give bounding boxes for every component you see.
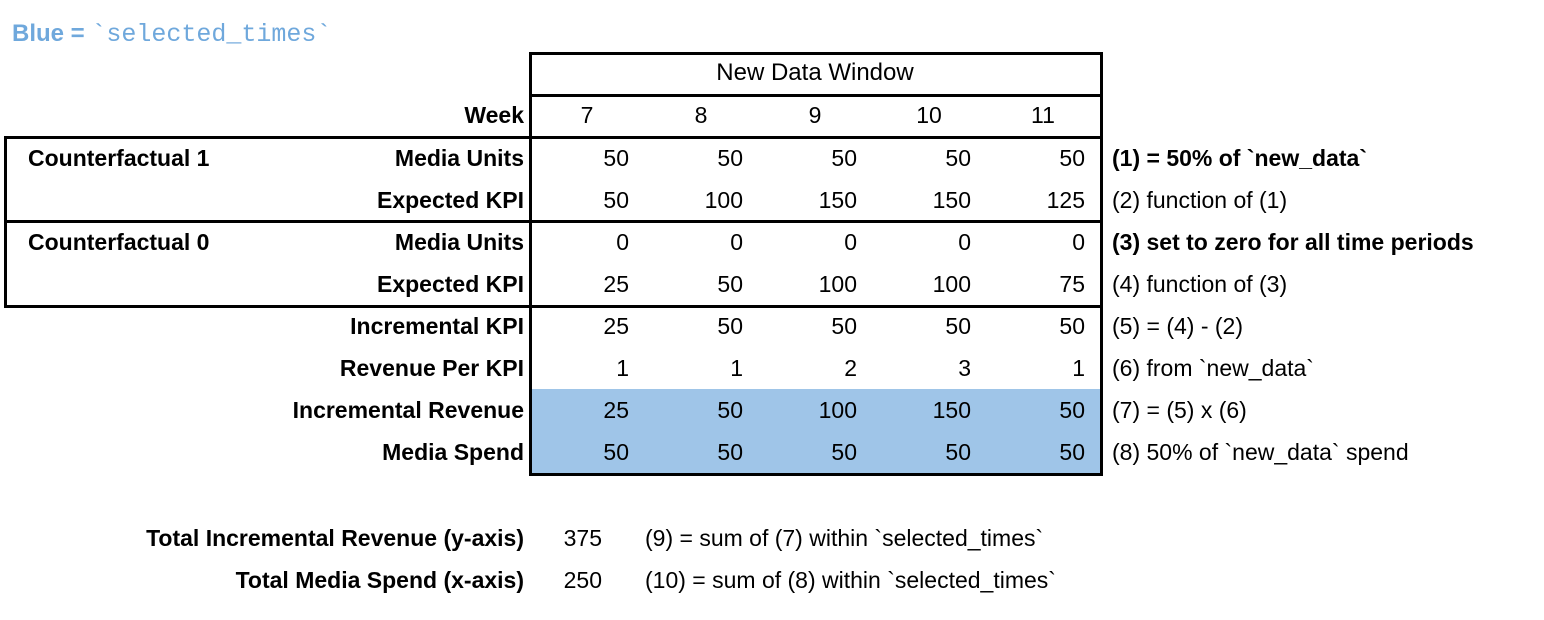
table-cell: 1 — [616, 355, 629, 381]
table-cell: 50 — [945, 145, 971, 171]
total-annotation: (10) = sum of (8) within `selected_times… — [645, 567, 1056, 593]
total-label: Total Media Spend (x-axis) — [235, 567, 524, 593]
table-cell: 50 — [1059, 313, 1085, 339]
total-value: 250 — [563, 567, 602, 593]
table-border-line — [4, 136, 1103, 139]
table-cell: 50 — [1059, 145, 1085, 171]
table-cell: 150 — [818, 187, 857, 213]
table-cell: 125 — [1046, 187, 1085, 213]
table-cell: 50 — [945, 313, 971, 339]
row-annotation: (8) 50% of `new_data` spend — [1112, 439, 1409, 465]
table-cell: 50 — [717, 439, 743, 465]
table-cell: 50 — [603, 145, 629, 171]
total-label: Total Incremental Revenue (y-axis) — [146, 525, 524, 551]
table-right-border — [1100, 52, 1103, 476]
table-cell: 100 — [704, 187, 743, 213]
table-cell: 0 — [730, 229, 743, 255]
table-border-line — [529, 473, 1103, 476]
row-label: Incremental Revenue — [292, 397, 524, 423]
table-cell: 2 — [844, 355, 857, 381]
table-cell: 50 — [831, 439, 857, 465]
row-annotation: (3) set to zero for all time periods — [1112, 229, 1474, 255]
week-row-label: Week — [464, 102, 524, 128]
table-cell: 50 — [717, 397, 743, 423]
row-annotation: (1) = 50% of `new_data` — [1112, 145, 1367, 171]
table-cell: 50 — [717, 271, 743, 297]
table-cell: 1 — [730, 355, 743, 381]
row-annotation: (4) function of (3) — [1112, 271, 1288, 297]
row-annotation: (6) from `new_data` — [1112, 355, 1314, 381]
table-cell: 0 — [1072, 229, 1085, 255]
table-cell: 100 — [932, 271, 971, 297]
title-blue-label: Blue = — [12, 20, 92, 47]
row-label: Media Spend — [382, 439, 524, 465]
table-cell: 50 — [717, 145, 743, 171]
table-cell: 50 — [603, 439, 629, 465]
group-label-counterfactual-0: Counterfactual 0 — [28, 229, 210, 255]
week-number: 11 — [1031, 102, 1055, 128]
table-cell: 25 — [603, 397, 629, 423]
table-cell: 50 — [717, 313, 743, 339]
row-label: Media Units — [394, 145, 524, 171]
group-label-counterfactual-1: Counterfactual 1 — [28, 145, 210, 171]
table-cell: 75 — [1059, 271, 1085, 297]
table-cell: 1 — [1072, 355, 1085, 381]
row-label: Revenue Per KPI — [339, 355, 524, 381]
table-cell: 0 — [958, 229, 971, 255]
title-selected-times-code: `selected_times` — [91, 20, 332, 49]
row-label: Expected KPI — [377, 187, 524, 213]
row-label: Expected KPI — [377, 271, 524, 297]
table-border-line — [4, 305, 1103, 308]
table-border-line — [4, 220, 1103, 223]
table-cell: 0 — [844, 229, 857, 255]
row-annotation: (7) = (5) x (6) — [1112, 397, 1247, 423]
counterfactual-box-left-border — [4, 136, 7, 308]
selected-times-highlight — [532, 389, 1100, 475]
table-cell: 150 — [932, 397, 971, 423]
table-cell: 50 — [945, 439, 971, 465]
table-cell: 50 — [1059, 397, 1085, 423]
table-cell: 50 — [603, 187, 629, 213]
table-cell: 25 — [603, 271, 629, 297]
table-cell: 100 — [818, 271, 857, 297]
table-cell: 25 — [603, 313, 629, 339]
figure-title: Blue = `selected_times` — [12, 20, 331, 49]
table-cell: 0 — [616, 229, 629, 255]
week-number: 10 — [916, 102, 942, 128]
table-cell: 50 — [831, 145, 857, 171]
table-cell: 50 — [1059, 439, 1085, 465]
row-label: Media Units — [394, 229, 524, 255]
table-cell: 100 — [818, 397, 857, 423]
week-number: 7 — [580, 102, 594, 128]
table-cell: 50 — [831, 313, 857, 339]
table-cell: 3 — [958, 355, 971, 381]
row-annotation: (5) = (4) - (2) — [1112, 313, 1243, 339]
row-annotation: (2) function of (1) — [1112, 187, 1288, 213]
label-data-divider-line — [529, 52, 532, 476]
table-cell: 150 — [932, 187, 971, 213]
total-value: 375 — [563, 525, 602, 551]
total-annotation: (9) = sum of (7) within `selected_times` — [645, 525, 1044, 551]
new-data-window-header: New Data Window — [716, 59, 914, 86]
table-border-line — [529, 52, 1103, 55]
week-number: 8 — [694, 102, 708, 128]
table-border-line — [529, 94, 1103, 97]
row-label: Incremental KPI — [350, 313, 524, 339]
week-number: 9 — [808, 102, 822, 128]
